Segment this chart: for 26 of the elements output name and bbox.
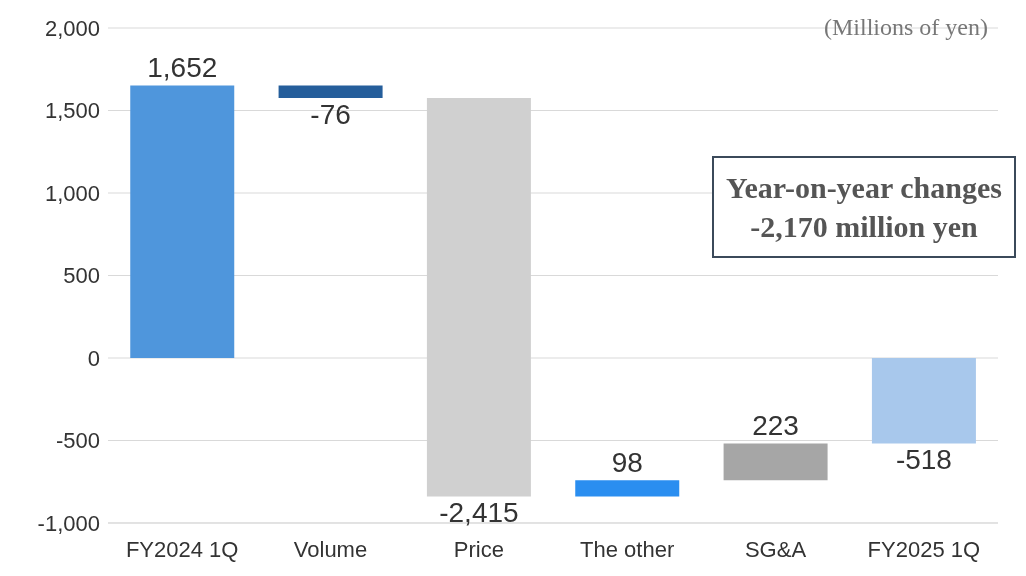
bar [871,358,976,444]
data-label: 98 [611,447,643,479]
x-tick-label: FY2025 1Q [867,536,981,562]
data-label: 1,652 [147,52,218,84]
x-tick-label: Volume [293,536,368,562]
data-label: 223 [752,410,799,442]
y-tick-label: 1,500 [44,98,100,124]
data-label: -76 [310,98,351,130]
y-tick-label: 0 [87,345,100,371]
y-tick-label: -500 [55,428,100,454]
note-box: Year-on-year changes -2,170 million yen [712,156,1016,258]
x-tick-label: The other [580,536,675,562]
y-tick-label: -1,000 [37,510,100,536]
x-tick-label: Price [453,536,504,562]
bar [130,85,235,358]
x-tick-label: SG&A [744,536,807,562]
bar [278,85,383,98]
bar [575,480,680,497]
data-label: -2,415 [439,497,519,529]
y-tick-label: 1,000 [44,180,100,206]
y-tick-label: 2,000 [44,15,100,41]
x-tick-label: FY2024 1Q [125,536,239,562]
data-label: -518 [895,444,952,476]
annotation: (Millions of yen) [824,14,988,41]
y-tick-label: 500 [63,263,100,289]
bar [723,443,828,481]
